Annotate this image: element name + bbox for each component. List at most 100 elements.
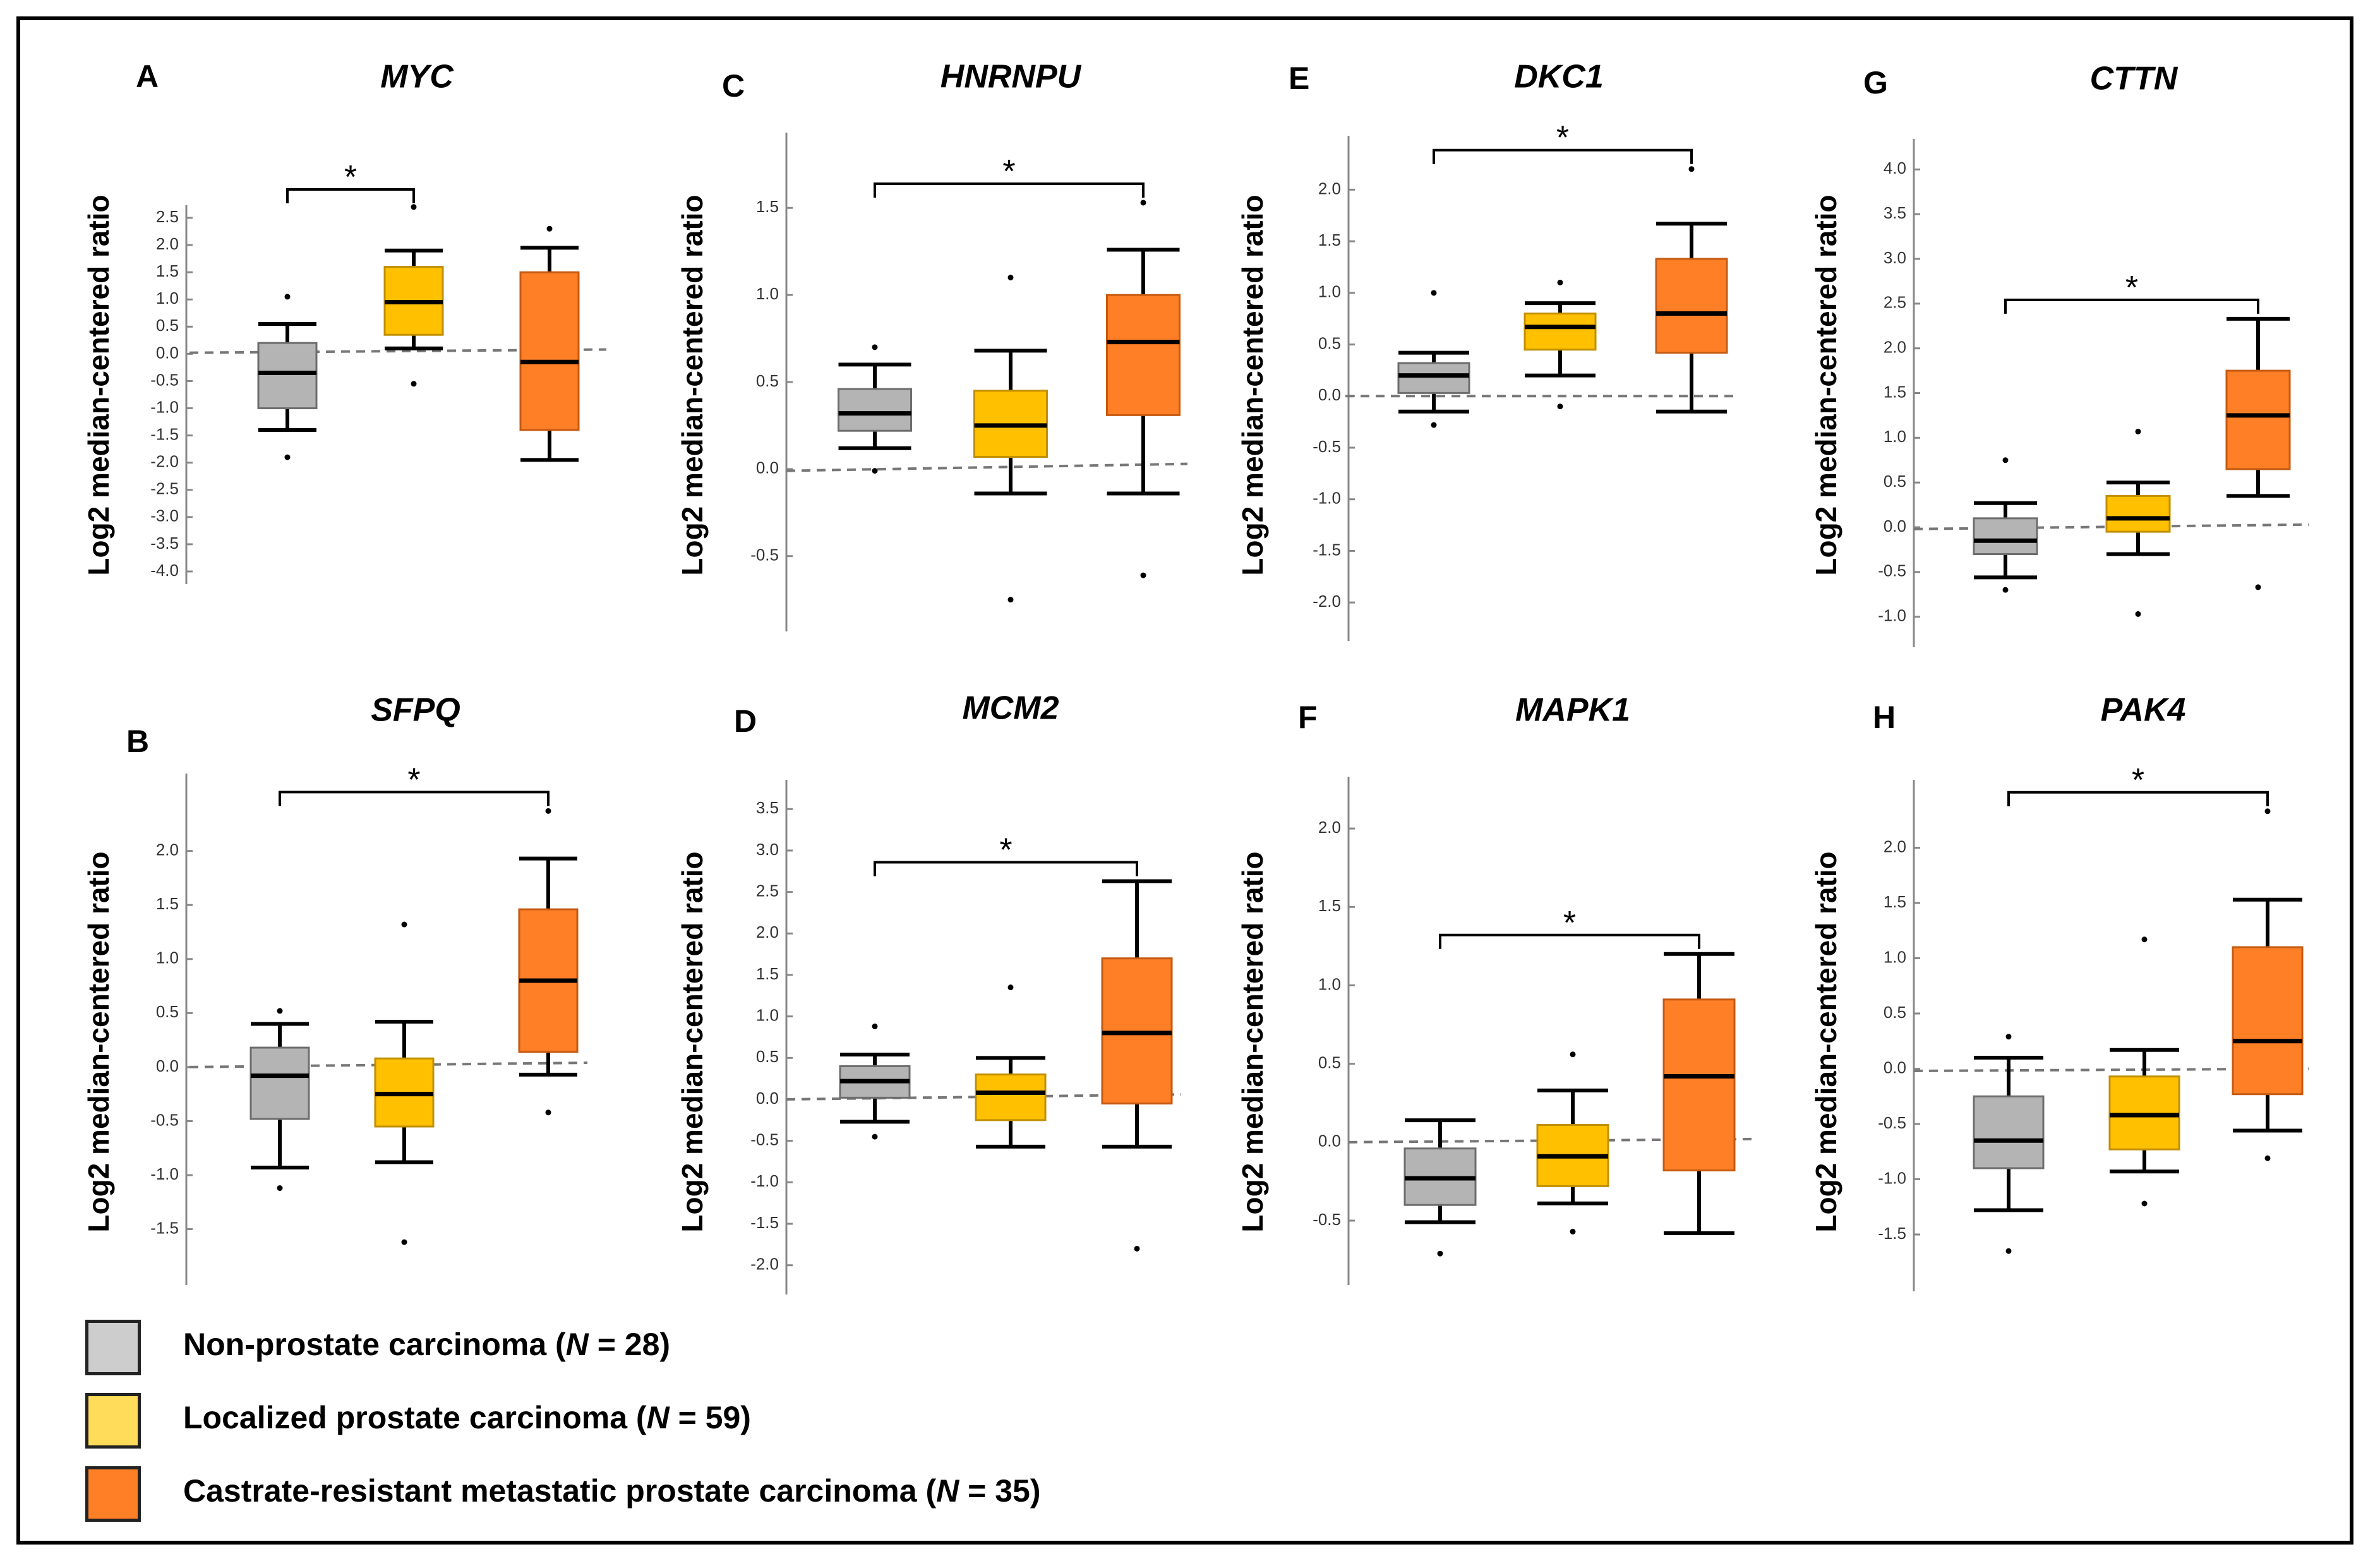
panel-title-a: MYC [380,59,454,95]
significance-bracket-b [279,791,550,806]
y-tick-label-a: -3.5 [150,534,179,553]
significance-bracket-a [286,188,415,203]
panel-letter-b: B [126,724,149,759]
panel-letter-a: A [136,59,159,94]
outlier-a-localized [411,381,417,387]
outlier-h-non-prostate [2005,1034,2012,1040]
y-tick-label-b: -1.5 [150,1218,179,1237]
y-tick-label-a: 1.5 [156,261,179,280]
legend-swatch-localized [85,1393,141,1449]
legend-label-crpc: Castrate-resistant metastatic prostate c… [183,1473,1041,1509]
y-tick-label-a: 1.0 [156,289,179,308]
significance-star-e: * [1556,120,1569,157]
y-tick-label-e: -0.5 [1313,437,1341,456]
y-tick-label-a: -2.0 [150,452,179,471]
panel-title-h: PAK4 [2101,692,2186,729]
legend-swatch-non-prostate [85,1320,141,1375]
outlier-c-non-prostate [872,468,878,474]
outlier-c-crpc [1140,572,1146,578]
y-axis-label-g: Log2 median-centered ratio [1810,194,1842,575]
panel-title-f: MAPK1 [1515,692,1630,729]
y-tick-label-h: -1.0 [1878,1168,1906,1187]
y-tick-label-e: 2.0 [1318,179,1341,198]
outlier-g-non-prostate [2002,587,2009,593]
y-tick-label-f: 0.5 [1318,1053,1341,1072]
significance-star-b: * [407,762,420,798]
y-tick-label-a: 2.5 [156,207,179,226]
box-g-localized [2105,494,2171,533]
panel-title-d: MCM2 [962,690,1059,727]
outlier-a-non-prostate [284,294,291,300]
y-tick-label-g: 0.0 [1884,517,1906,535]
outlier-a-localized [411,204,417,210]
panel-letter-d: D [734,703,757,739]
outlier-d-non-prostate [872,1133,878,1140]
outlier-e-localized [1557,279,1563,285]
y-tick-label-d: 3.5 [756,798,779,817]
outlier-c-localized [1007,597,1014,603]
box-a-non-prostate [257,342,318,410]
box-e-non-prostate [1397,362,1470,394]
y-tick-label-a: -1.5 [150,424,179,443]
y-tick-label-g: 4.0 [1884,158,1906,177]
y-tick-label-c: 0.5 [756,371,779,390]
box-c-non-prostate [838,388,912,432]
y-tick-label-d: -0.5 [750,1130,779,1149]
significance-star-f: * [1563,905,1576,941]
box-h-crpc [2232,946,2304,1096]
legend-label-localized: Localized prostate carcinoma (N = 59) [183,1400,751,1435]
outlier-e-localized [1557,403,1563,410]
panel-title-c: HNRNPU [941,59,1082,95]
outlier-h-non-prostate [2005,1248,2012,1254]
significance-star-g: * [2125,270,2138,306]
y-tick-label-b: 0.5 [156,1002,179,1021]
y-tick-label-e: -2.0 [1313,592,1341,611]
y-tick-label-b: -1.0 [150,1164,179,1183]
significance-bracket-f [1439,933,1700,949]
significance-bracket-g [2004,298,2259,314]
y-tick-label-h: -1.5 [1878,1224,1906,1243]
outlier-h-localized [2141,936,2148,943]
y-tick-label-e: 1.0 [1318,282,1341,301]
outlier-e-non-prostate [1431,422,1437,428]
outlier-g-non-prostate [2002,457,2009,463]
outlier-b-localized [401,921,407,928]
y-tick-label-g: -0.5 [1878,561,1906,580]
outlier-d-non-prostate [872,1023,878,1029]
y-tick-label-a: -0.5 [150,370,179,389]
y-tick-label-e: 1.5 [1318,230,1341,249]
panel-letter-c: C [722,68,745,104]
box-a-crpc [519,271,580,431]
y-tick-label-d: 2.0 [756,923,779,941]
figure-border [16,16,2353,1545]
y-tick-label-g: -1.0 [1878,606,1906,625]
y-tick-label-e: -1.0 [1313,489,1341,508]
y-tick-label-d: 1.5 [756,964,779,983]
legend-swatch-crpc [85,1466,141,1522]
y-tick-label-g: 3.0 [1884,248,1906,267]
y-axis-label-e: Log2 median-centered ratio [1236,194,1269,575]
legend-label-non-prostate: Non-prostate carcinoma (N = 28) [183,1327,671,1362]
y-axis-label-c: Log2 median-centered ratio [676,194,709,575]
outlier-b-non-prostate [277,1185,283,1192]
y-tick-label-b: 2.0 [156,840,179,859]
significance-star-h: * [2132,762,2144,799]
significance-bracket-e [1433,148,1693,164]
outlier-h-crpc [2264,1155,2271,1161]
y-tick-label-h: -0.5 [1878,1113,1906,1132]
y-tick-label-b: 0.0 [156,1056,179,1075]
box-g-crpc [2225,369,2291,470]
panel-title-b: SFPQ [371,692,460,729]
y-tick-label-h: 0.0 [1884,1058,1906,1077]
y-tick-label-e: 0.5 [1318,333,1341,352]
box-h-non-prostate [1973,1095,2045,1169]
panel-letter-e: E [1289,61,1309,96]
outlier-g-crpc [2255,584,2261,590]
y-tick-label-d: -2.0 [750,1255,779,1274]
box-e-crpc [1655,258,1728,354]
panel-letter-f: F [1298,700,1318,735]
y-tick-label-a: 2.0 [156,234,179,253]
outlier-c-non-prostate [872,344,878,350]
y-tick-label-c: 1.0 [756,284,779,303]
box-g-non-prostate [1973,517,2038,555]
